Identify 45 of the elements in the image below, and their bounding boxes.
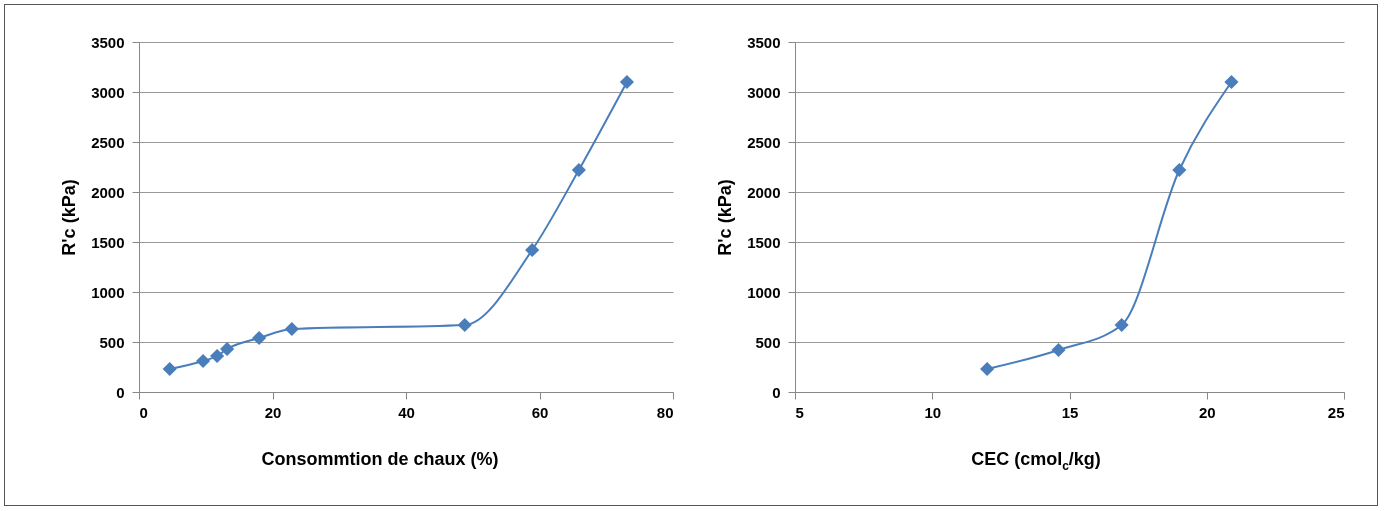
y-tick-label: 2000 [747,183,781,201]
point [571,162,586,178]
y-tick-label: 2500 [747,133,781,151]
x-tick-label: 0 [139,403,148,421]
x-tick-label: 20 [264,403,282,421]
x-axis-title: Consommtion de chaux (%) [260,449,500,470]
y-tick-label: 1500 [747,233,781,251]
point [1224,74,1239,90]
point [457,317,472,333]
point [1114,317,1129,333]
point [196,353,211,369]
y-tick-label: 2500 [91,133,125,151]
point [220,341,235,357]
x-tick-label: 25 [1327,403,1345,421]
x-tick-label: 10 [924,403,942,421]
y-axis-title: R'c (kPa) [715,179,736,256]
y-axis-title: R'c (kPa) [59,179,80,256]
x-tick-label: 80 [656,403,674,421]
x-tick-label: 40 [398,403,415,421]
point [252,330,267,346]
x-tick-label: 20 [1198,403,1216,421]
point [210,348,225,364]
y-tick-label: 500 [99,333,125,351]
point [1051,342,1066,358]
y-tick-label: 1500 [91,233,125,251]
y-tick-label: 3500 [747,33,781,51]
y-tick-label: 0 [772,383,781,401]
x-tick-label: 60 [531,403,549,421]
x-tick-label: 5 [795,403,804,421]
y-tick-label: 2000 [91,183,125,201]
y-tick-label: 1000 [747,283,781,301]
point [980,361,995,377]
point [525,242,540,258]
point [284,321,299,337]
x-axis-title: CEC (cmol$_{c}$/kg) [970,449,1102,473]
x-tick-label: 15 [1061,403,1079,421]
point [1172,162,1187,178]
y-tick-label: 500 [755,333,781,351]
point [162,361,177,377]
y-tick-label: 3500 [91,33,125,51]
y-tick-label: 3000 [91,83,125,101]
y-tick-label: 3000 [747,83,781,101]
y-tick-label: 1000 [91,283,125,301]
y-tick-label: 0 [116,383,125,401]
point [619,74,635,90]
